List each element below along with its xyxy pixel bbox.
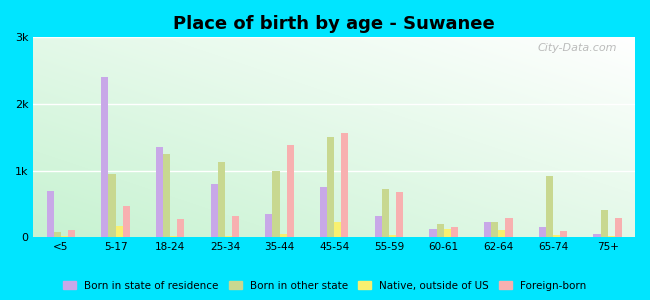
Bar [499, 230, 506, 237]
Bar [382, 189, 389, 237]
Bar [61, 236, 68, 237]
Bar [608, 236, 615, 237]
Bar [560, 231, 567, 237]
Bar [123, 206, 130, 237]
Title: Place of birth by age - Suwanee: Place of birth by age - Suwanee [174, 15, 495, 33]
Bar [280, 234, 287, 237]
Bar [396, 192, 403, 237]
Bar [163, 154, 170, 237]
Bar [593, 234, 601, 237]
Bar [430, 229, 437, 237]
Legend: Born in state of residence, Born in other state, Native, outside of US, Foreign-: Born in state of residence, Born in othe… [59, 277, 591, 295]
Bar [177, 219, 185, 237]
Bar [116, 226, 123, 237]
Bar [287, 145, 294, 237]
Bar [265, 214, 272, 237]
Bar [601, 211, 608, 237]
Bar [539, 227, 546, 237]
Bar [211, 184, 218, 237]
Bar [491, 222, 499, 237]
Bar [109, 174, 116, 237]
Bar [320, 187, 327, 237]
Bar [327, 137, 334, 237]
Bar [218, 162, 225, 237]
Bar [443, 229, 450, 237]
Text: City-Data.com: City-Data.com [538, 43, 617, 53]
Bar [374, 216, 382, 237]
Bar [156, 147, 163, 237]
Bar [54, 232, 61, 237]
Bar [389, 235, 396, 237]
Bar [553, 235, 560, 237]
Bar [47, 190, 54, 237]
Bar [334, 222, 341, 237]
Bar [450, 227, 458, 237]
Bar [68, 230, 75, 237]
Bar [232, 216, 239, 237]
Bar [272, 170, 280, 237]
Bar [484, 222, 491, 237]
Bar [341, 133, 348, 237]
Bar [225, 236, 232, 237]
Bar [170, 236, 177, 237]
Bar [437, 224, 443, 237]
Bar [546, 176, 553, 237]
Bar [506, 218, 512, 237]
Bar [615, 218, 622, 237]
Bar [101, 77, 109, 237]
